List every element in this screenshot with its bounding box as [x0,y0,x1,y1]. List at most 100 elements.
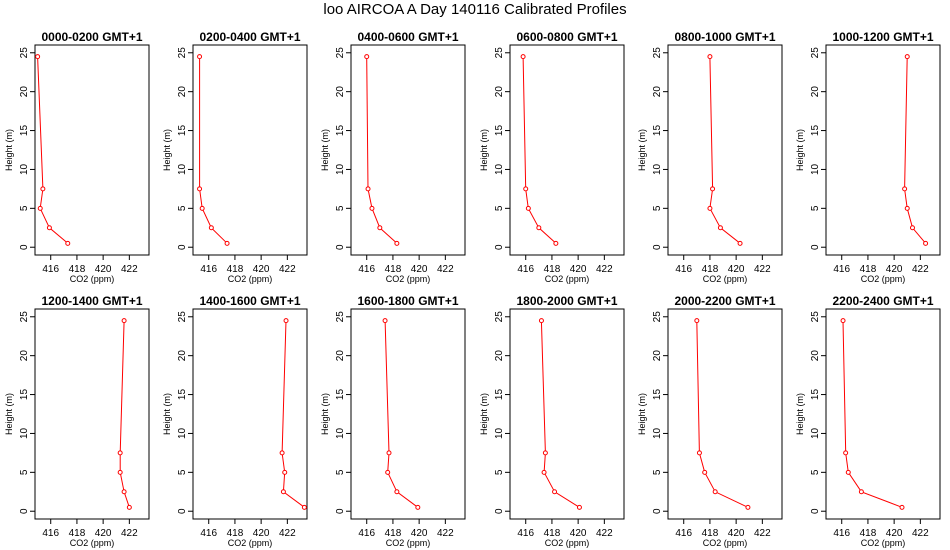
data-point [280,489,286,495]
data-point [904,54,910,60]
data-point [199,205,205,211]
y-axis-label: Height (m) [4,393,14,435]
panel-title: 2000-2200 GMT+1 [674,294,775,308]
x-axis-label: CO2 (ppm) [861,274,906,284]
data-point [386,450,392,456]
y-tick-label: 15 [335,389,346,401]
y-tick-label: 10 [810,163,821,175]
y-tick-label: 0 [335,244,346,250]
y-axis-label: Height (m) [795,393,805,435]
x-tick-label: 420 [886,528,903,539]
data-point [301,504,307,510]
data-point [909,225,915,231]
y-tick-label: 20 [19,350,30,362]
panel-title: 0000-0200 GMT+1 [41,30,142,44]
y-axis-label: Height (m) [637,393,647,435]
x-tick-label: 420 [570,264,587,275]
x-tick-label: 422 [279,528,296,539]
data-point [40,186,46,192]
profile-line [384,320,419,508]
y-tick-label: 15 [810,389,821,401]
x-tick-label: 420 [728,264,745,275]
profile-panel: 1000-1200 GMT+1 416 418 420 422 CO2 (ppm) 0 5 10… [795,30,941,284]
data-point [745,504,751,510]
profile-panel: 0400-0600 GMT+1 416 418 420 422 CO2 (ppm) 0 5 10… [320,30,466,284]
plot-frame [350,308,466,520]
panel-title: 1200-1400 GMT+1 [41,294,142,308]
y-tick-label: 20 [652,86,663,98]
data-point [369,205,375,211]
y-tick-label: 5 [177,205,188,211]
y-tick-label: 5 [494,469,505,475]
y-tick-label: 25 [19,47,30,59]
y-tick-label: 25 [652,47,663,59]
y-tick-label: 20 [19,86,30,98]
data-point [126,504,132,510]
data-point [365,186,371,192]
y-tick-label: 10 [494,427,505,439]
y-tick-label: 5 [652,205,663,211]
y-axis-label: Height (m) [479,129,489,171]
data-point [35,54,41,60]
y-tick-label: 5 [494,205,505,211]
data-point [538,318,544,324]
y-tick-label: 20 [652,350,663,362]
data-point [208,225,214,231]
y-tick-label: 25 [177,311,188,323]
y-tick-label: 0 [494,244,505,250]
data-point [694,318,700,324]
y-tick-label: 5 [177,469,188,475]
y-tick-label: 0 [19,244,30,250]
x-tick-label: 418 [69,264,86,275]
y-axis-label: Height (m) [162,129,172,171]
plot-frame [192,44,308,256]
x-tick-label: 418 [544,528,561,539]
y-tick-label: 20 [177,350,188,362]
data-point [382,318,388,324]
x-tick-label: 420 [728,528,745,539]
data-point [525,205,531,211]
y-tick-label: 0 [810,244,821,250]
y-tick-label: 20 [177,86,188,98]
y-tick-label: 20 [494,350,505,362]
x-axis-label: CO2 (ppm) [545,538,590,548]
y-tick-label: 10 [652,427,663,439]
y-tick-label: 10 [810,427,821,439]
plot-frame [192,308,308,520]
x-tick-label: 422 [437,528,454,539]
y-tick-label: 25 [810,311,821,323]
data-point [707,205,713,211]
data-point [840,318,846,324]
y-tick-label: 25 [177,47,188,59]
y-tick-label: 15 [177,125,188,137]
y-axis-label: Height (m) [795,129,805,171]
y-tick-label: 0 [19,508,30,514]
y-tick-label: 25 [494,47,505,59]
panel-title: 0400-0600 GMT+1 [357,30,458,44]
y-tick-label: 10 [494,163,505,175]
plot-frame [825,44,941,256]
panel-title: 0200-0400 GMT+1 [199,30,300,44]
y-axis-label: Height (m) [479,393,489,435]
y-tick-label: 5 [19,205,30,211]
data-point [541,469,547,475]
data-point [717,225,723,231]
x-tick-label: 416 [517,264,534,275]
y-tick-label: 15 [652,389,663,401]
data-point [576,504,582,510]
data-point [696,450,702,456]
data-point [536,225,542,231]
x-tick-label: 422 [279,264,296,275]
x-tick-label: 416 [358,528,375,539]
x-tick-label: 416 [200,264,217,275]
plot-frame [667,308,783,520]
panel-title: 1000-1200 GMT+1 [832,30,933,44]
data-point [282,469,288,475]
x-tick-label: 418 [227,528,244,539]
data-point [520,54,526,60]
x-axis-label: CO2 (ppm) [70,538,115,548]
data-point [552,489,558,495]
profile-panel: 0000-0200 GMT+1 416 418 420 422 CO2 (ppm) 0 5 10… [4,30,150,284]
x-tick-label: 418 [544,264,561,275]
x-tick-label: 418 [702,264,719,275]
